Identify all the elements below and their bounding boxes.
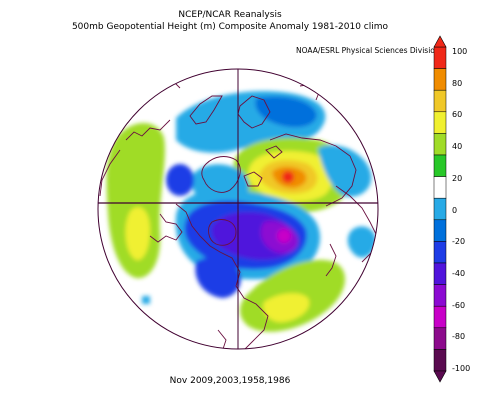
colorbar-tick-label: -60: [452, 300, 466, 310]
positive-anomaly-siberia-peak: [282, 171, 294, 183]
colorbar-bottom-arrow: [433, 370, 447, 383]
colorbar-tick-label: 20: [452, 173, 463, 183]
colorbar-tick-label: 100: [452, 47, 468, 56]
map-boundary-circle: [97, 68, 379, 350]
coastline-africa: [99, 149, 121, 197]
colorbar-swatches: [433, 46, 447, 372]
colorbar-swatch: [433, 89, 447, 113]
colorbar-tick-label: -100: [452, 364, 471, 373]
coastline-scandinavia: [237, 95, 271, 129]
colorbar-swatch: [433, 327, 447, 350]
coastline-arctic-islands: [243, 145, 283, 187]
coastline-mediterranean: [125, 119, 171, 141]
coastline-hudson-bay: [208, 219, 237, 246]
anomaly-shading: [106, 91, 376, 332]
coastline-europe: [189, 95, 223, 125]
colorbar-swatch: [433, 197, 447, 221]
colorbar-tick-label: 80: [452, 78, 463, 88]
positive-anomaly-west-pacific-core: [125, 206, 150, 261]
coastline-greenland: [201, 156, 241, 193]
colorbar-tick-label: -40: [452, 268, 466, 278]
coastline-north-america: [175, 203, 269, 349]
colorbar-swatch: [433, 133, 447, 156]
colorbar-swatch: [433, 349, 447, 372]
colorbar-tick-label: 40: [452, 142, 463, 152]
colorbar-swatch: [433, 176, 447, 199]
colorbar-tick-label: 0: [452, 205, 458, 215]
negative-anomaly-small-spot: [142, 296, 150, 304]
colorbar-swatch: [433, 154, 447, 177]
colorbar-swatch: [433, 305, 447, 329]
map-title: NCEP/NCAR Reanalysis: [178, 10, 282, 20]
colorbar-tick-label: -80: [452, 332, 466, 342]
positive-anomaly-central-asia: [318, 145, 372, 197]
colorbar-swatch: [433, 68, 447, 91]
map-subtitle: 500mb Geopotential Height (m) Composite …: [71, 22, 389, 32]
negative-anomaly-east-asia: [347, 226, 376, 258]
colorbar-tick-label: -20: [452, 237, 466, 247]
negative-anomaly-north-atlantic-core: [255, 96, 317, 128]
negative-anomaly-north-america: [195, 257, 241, 298]
colorbar-swatch: [433, 262, 447, 285]
colorbar-top-arrow: [433, 35, 447, 48]
negative-anomaly-bering: [166, 164, 194, 196]
positive-anomaly-west-pacific: [106, 123, 165, 279]
colorbar-swatch: [433, 46, 447, 69]
coastline-japan: [325, 243, 337, 277]
colorbar-tick-label: 60: [452, 110, 463, 120]
colorbar-swatch: [433, 111, 447, 134]
colorbar-swatch: [433, 241, 447, 264]
colorbar-swatch: [433, 284, 447, 307]
coastline-asia-north: [269, 133, 357, 207]
data-credit: NOAA/ESRL Physical Sciences Division: [296, 46, 440, 55]
negative-anomaly-pacific-peak: [277, 229, 291, 243]
coastline-south-america: [213, 329, 227, 349]
colorbar-swatch: [433, 219, 447, 242]
composite-years: Nov 2009,2003,1958,1986: [169, 376, 291, 386]
positive-anomaly-atlantic-core: [263, 293, 310, 323]
coastline-alaska: [149, 213, 183, 243]
